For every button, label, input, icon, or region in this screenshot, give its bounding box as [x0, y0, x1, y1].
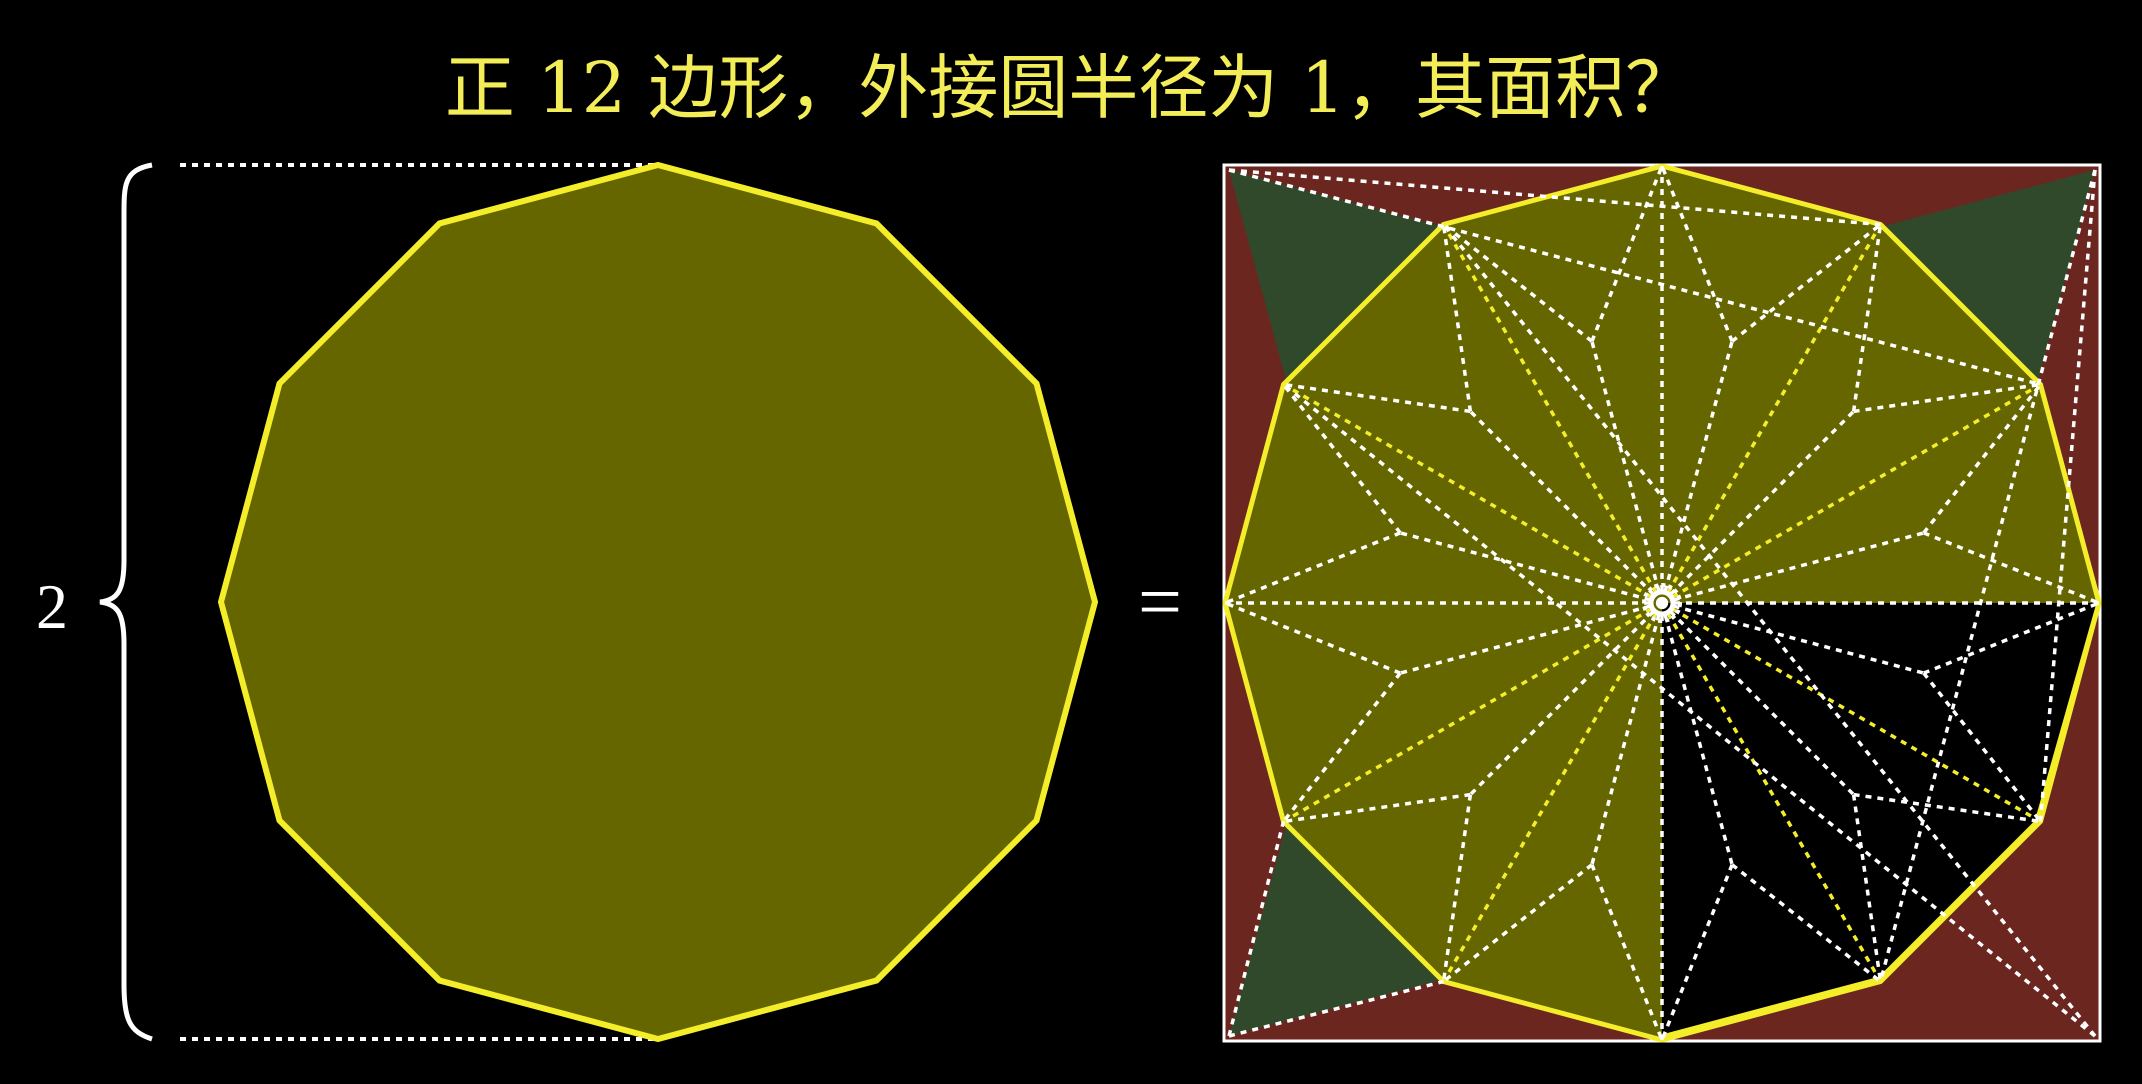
radius-line: [1441, 602, 1664, 983]
star-edge: [1922, 383, 2042, 534]
star-spoke: [1399, 531, 1663, 605]
radius-line: [1282, 382, 1663, 605]
star-edge: [1441, 224, 1473, 412]
corner-edge: [1228, 168, 2041, 387]
quadrant-edge: [1661, 602, 2102, 1040]
star-edge: [1660, 165, 1734, 342]
missing-quadrant: [1662, 603, 2099, 1037]
star-spoke: [1660, 340, 1734, 604]
star-edge: [1923, 531, 2100, 605]
star-edge: [1851, 794, 1883, 982]
square-decomposition: [1222, 163, 2102, 1043]
star-edge: [1283, 792, 1471, 824]
star-spoke: [1660, 602, 1734, 866]
corner-triangle-top-right: [1880, 170, 2095, 384]
star-edge: [1731, 863, 1882, 983]
radius-line: [1661, 601, 2042, 824]
brace-label: 2: [36, 571, 68, 642]
corner-triangle-top-left: [1229, 170, 1444, 384]
curly-brace: [99, 162, 153, 1042]
star-edge: [1224, 531, 1401, 605]
radius-line: [1282, 601, 1663, 824]
star-edge: [1922, 672, 2042, 823]
star-edge: [1282, 383, 1402, 534]
corner-edge: [1228, 979, 1444, 1038]
star-edge: [1731, 223, 1882, 343]
equals-sign: =: [1138, 558, 1182, 645]
star-spoke: [1590, 340, 1664, 604]
corner-edge: [1227, 821, 1286, 1037]
star-edge: [1224, 601, 1401, 675]
star-edge: [1441, 794, 1473, 982]
corner-edge: [1442, 223, 2097, 1038]
corner-triangle-bottom-left: [1229, 822, 1444, 1036]
star-edge: [1283, 382, 1471, 414]
corner-edge: [2038, 169, 2097, 822]
title: 正 12 边形，外接圆半径为 1，其面积？: [445, 47, 1695, 129]
radius-line: [1661, 382, 2042, 605]
star-edge: [1660, 864, 1734, 1041]
dashed-construction-lines: [1224, 165, 2100, 1041]
star-edge: [1851, 224, 1883, 412]
corner-edge: [1228, 168, 1881, 227]
star-edge: [1442, 223, 1593, 343]
star-spoke: [1661, 601, 1925, 675]
star-spoke: [1399, 601, 1663, 675]
corner-edge: [1282, 383, 2097, 1038]
star-edge: [1923, 601, 2100, 675]
star-edge: [1590, 864, 1664, 1041]
star-spoke: [1590, 602, 1664, 866]
center-marker: [1642, 583, 1682, 623]
star-spoke: [1661, 531, 1925, 605]
radius-line: [1441, 223, 1664, 604]
star-spoke: [1660, 601, 1855, 796]
star-edge: [1590, 165, 1664, 342]
star-edge: [1853, 382, 2041, 414]
star-edge: [1282, 672, 1402, 823]
star-spoke: [1660, 410, 1855, 605]
dodecagon: [217, 161, 1099, 1043]
star-spoke: [1469, 601, 1664, 796]
star-edge: [1442, 863, 1593, 983]
radius-line: [1660, 602, 1883, 983]
corner-edge: [1878, 169, 2097, 982]
star-edge: [1853, 792, 2041, 824]
star-spoke: [1469, 410, 1664, 605]
radius-line: [1660, 223, 1883, 604]
